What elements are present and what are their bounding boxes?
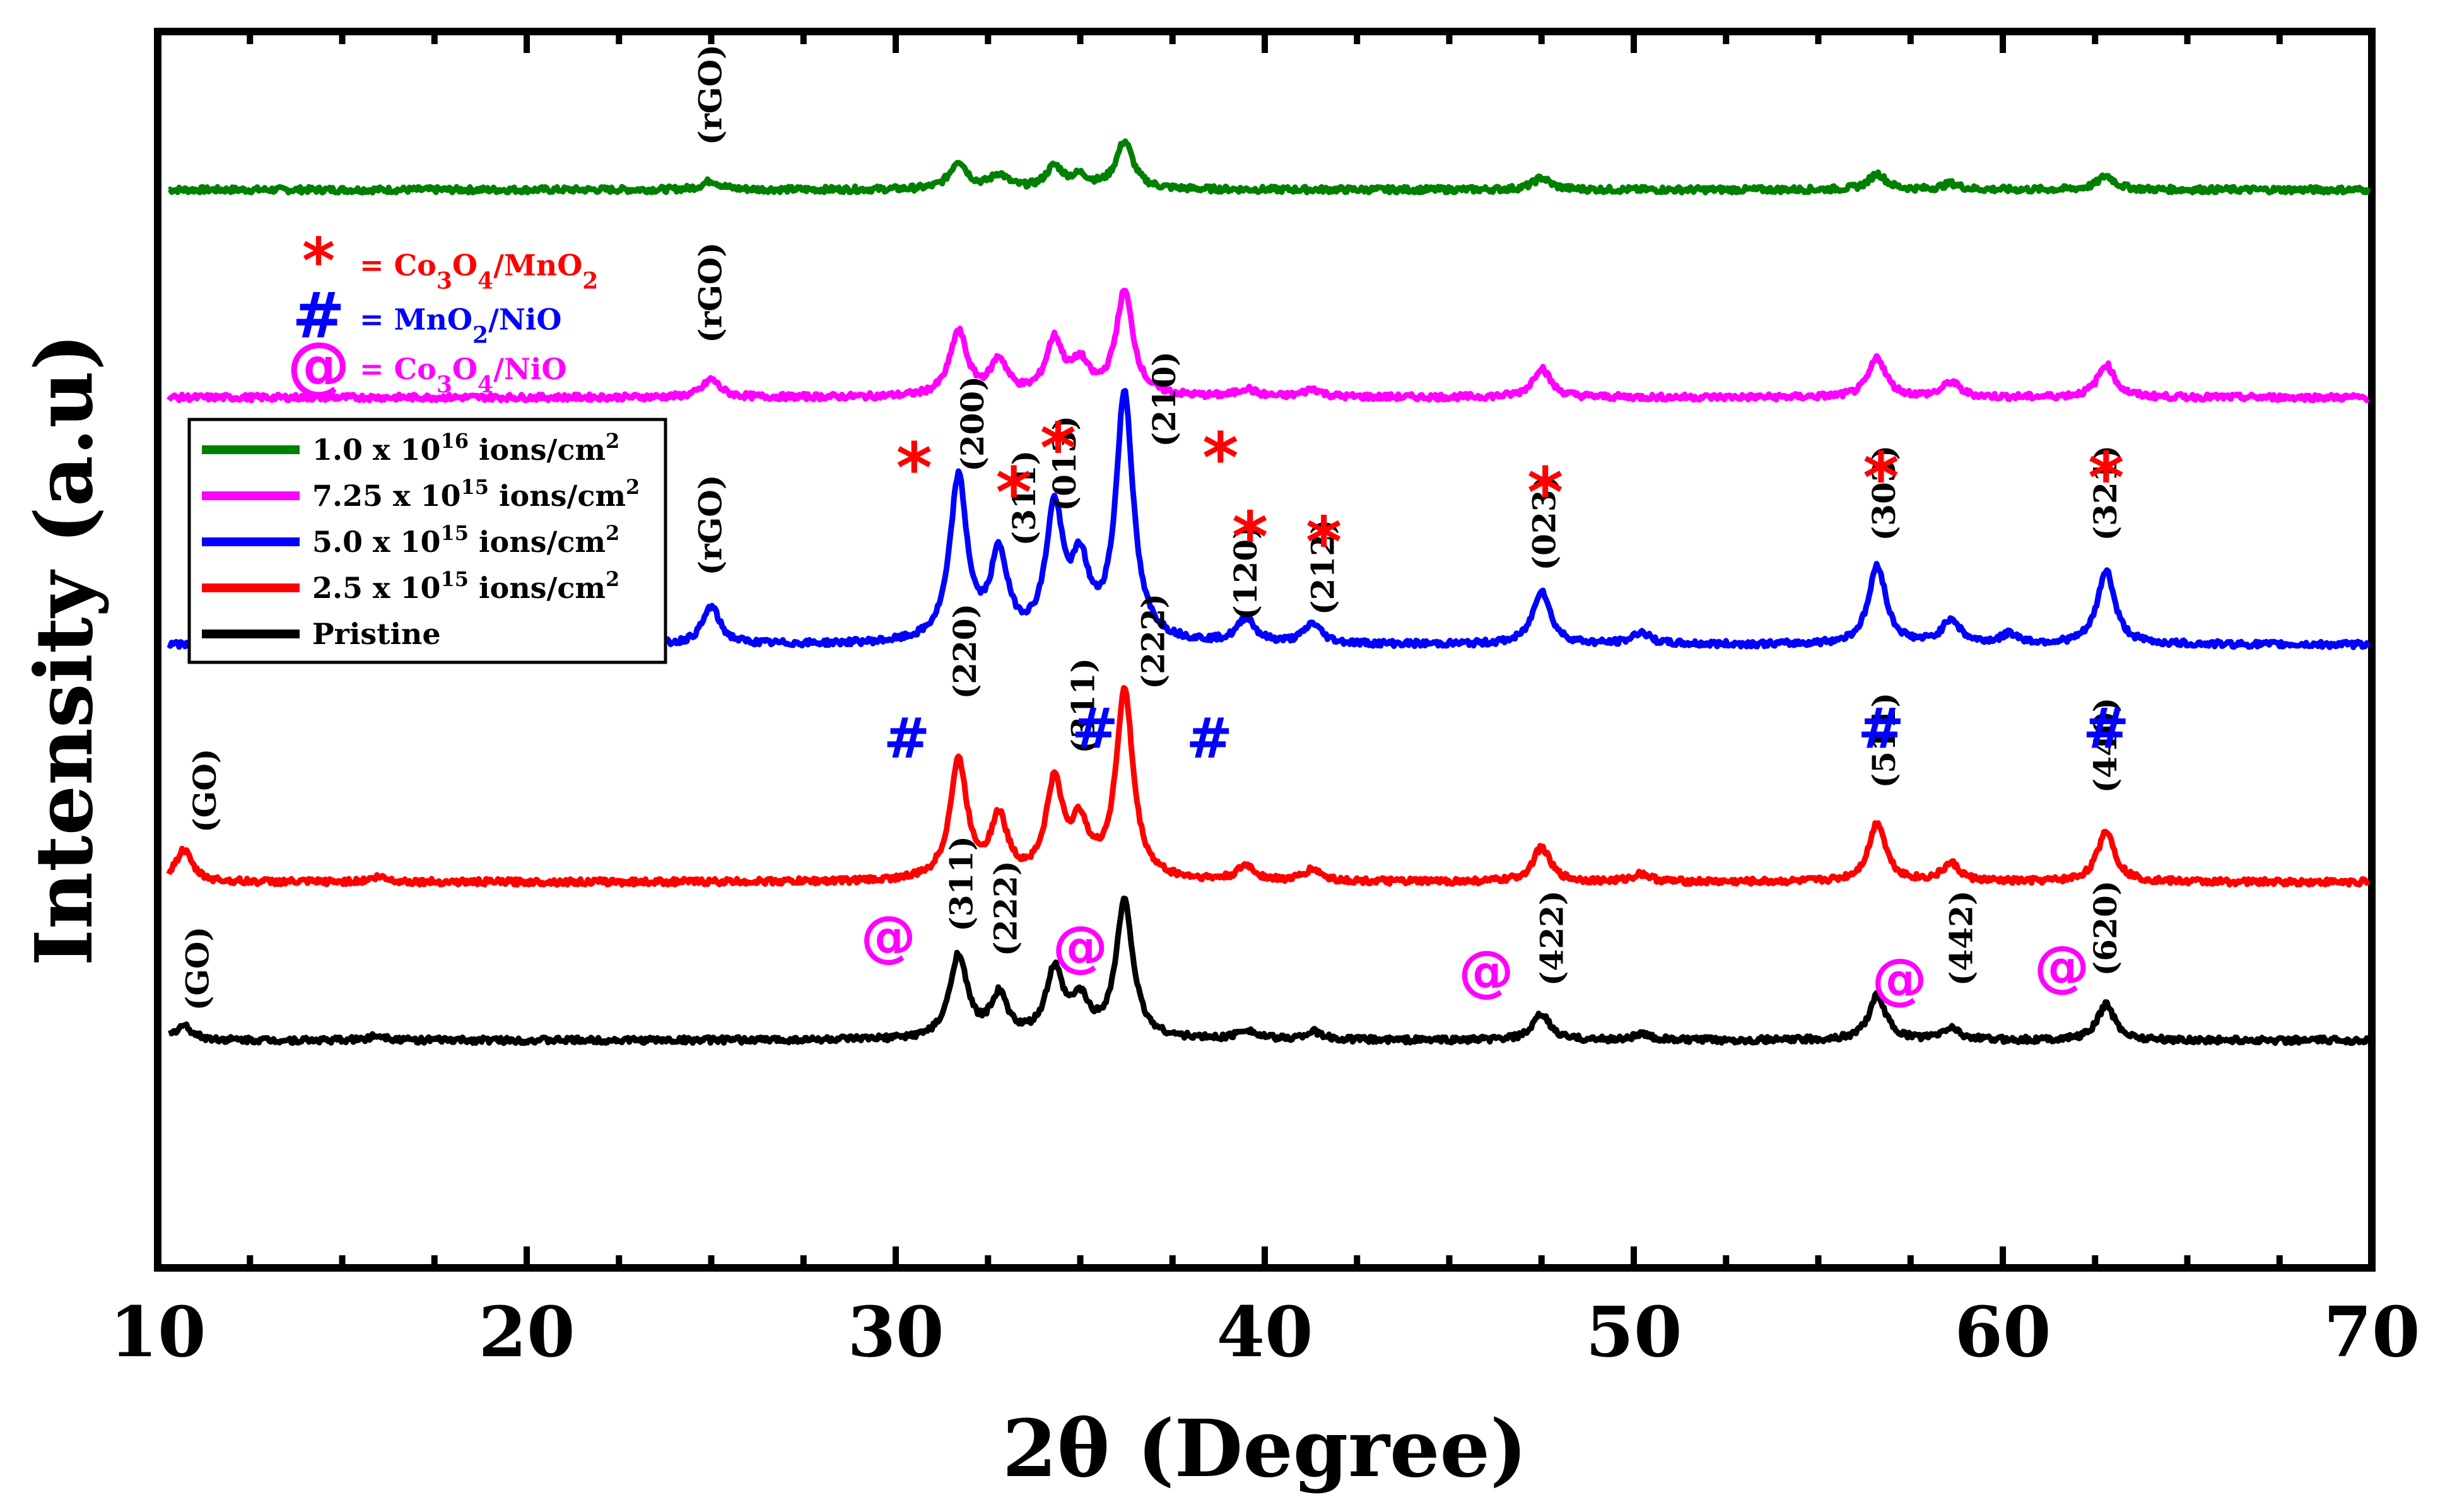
marker-at: @ <box>1053 913 1108 978</box>
axis-ticks: 10 20 30 40 50 60 70 <box>109 32 2420 1373</box>
marker-hash: # <box>884 706 930 771</box>
key-symbol: @ <box>287 328 350 402</box>
legend-entry: 5.0 x 1015 ions/cm2 <box>312 521 619 559</box>
key-label: = Co3O4/NiO <box>360 352 566 398</box>
hkl-label: (620) <box>2087 881 2124 976</box>
marker-star: * <box>1202 418 1239 498</box>
legend: 1.0 x 1016 ions/cm2 7.25 x 1015 ions/cm2 5… <box>187 418 667 664</box>
marker-star: * <box>896 428 932 508</box>
x-tick-label: 30 <box>847 1291 944 1373</box>
hkl-label: (200) <box>954 376 991 472</box>
x-tick-label: 50 <box>1585 1291 1682 1373</box>
marker-star: * <box>1040 408 1077 489</box>
series-line-0 <box>167 138 2371 196</box>
y-axis-title: Intensity (a.u) <box>18 334 110 966</box>
marker-star: * <box>1232 497 1269 578</box>
legend-entry: 2.5 x 1015 ions/cm2 <box>312 567 619 605</box>
marker-at: @ <box>2034 934 2090 999</box>
phase-label: (rGO) <box>692 474 729 575</box>
hkl-label: (511) <box>1865 693 1903 788</box>
marker-hash: # <box>1072 696 1118 761</box>
hkl-label: (212) <box>1305 519 1342 615</box>
marker-star: * <box>1306 502 1342 583</box>
key-label: = MnO2/NiO <box>360 303 561 349</box>
marker-hash: # <box>2083 696 2130 761</box>
hkl-label: (311) <box>942 836 980 932</box>
series-line-3 <box>166 684 2371 888</box>
marker-key: * = Co3O4/MnO2 # = MnO2/NiO@ = Co3O4/NiO <box>287 224 598 402</box>
marker-star: * <box>2088 438 2125 519</box>
marker-star: * <box>1527 452 1564 533</box>
marker-star: * <box>1863 438 1899 519</box>
phase-label: (GO) <box>179 927 216 1011</box>
hkl-label: (311) <box>1064 658 1101 754</box>
legend-entry: 7.25 x 1015 ions/cm2 <box>312 475 640 513</box>
hkl-label: (220) <box>946 604 983 700</box>
key-symbol: * <box>302 224 335 298</box>
hkl-label: (422) <box>1533 890 1570 986</box>
series-line-4 <box>167 895 2371 1046</box>
hkl-label: (442) <box>1943 890 1980 986</box>
x-tick-label: 40 <box>1216 1291 1313 1373</box>
marker-at: @ <box>1458 939 1514 1004</box>
legend-entry: 1.0 x 1016 ions/cm2 <box>312 429 619 467</box>
marker-star: * <box>995 452 1032 533</box>
phase-label: (rGO) <box>692 242 729 343</box>
series-line-1 <box>166 288 2370 404</box>
hkl-label: (210) <box>1146 351 1183 447</box>
x-tick-label: 70 <box>2323 1291 2420 1373</box>
phase-label: (rGO) <box>692 44 729 145</box>
hkl-label: (222) <box>1135 594 1172 689</box>
hkl-label: (023) <box>1526 475 1563 571</box>
marker-at: @ <box>860 904 916 969</box>
annotations: (rGO)(rGO)(rGO)(GO)(GO)(200)(311) (013)(2… <box>179 44 2129 1011</box>
marker-at: @ <box>1872 946 1927 1011</box>
hkl-label: (303) <box>1865 445 1903 541</box>
series-layer <box>166 138 2371 1046</box>
x-tick-label: 60 <box>1954 1291 2051 1373</box>
hkl-label: (013) <box>1046 416 1083 512</box>
hkl-label: (311) <box>1006 450 1043 546</box>
key-label: = Co3O4/MnO2 <box>360 248 598 294</box>
hkl-label: (440) <box>2087 698 2124 794</box>
legend-entry: Pristine <box>312 617 441 651</box>
hkl-label: (321) <box>2087 445 2124 541</box>
x-axis-title: 2θ (Degree) <box>1002 1403 1527 1495</box>
hkl-label: (120) <box>1227 524 1264 620</box>
x-tick-label: 10 <box>109 1291 206 1373</box>
phase-label: (GO) <box>186 749 223 833</box>
marker-hash: # <box>1858 696 1904 761</box>
marker-hash: # <box>1186 706 1233 771</box>
x-tick-label: 20 <box>478 1291 575 1373</box>
key-symbol: # <box>292 279 345 353</box>
hkl-label: (222) <box>987 860 1024 956</box>
